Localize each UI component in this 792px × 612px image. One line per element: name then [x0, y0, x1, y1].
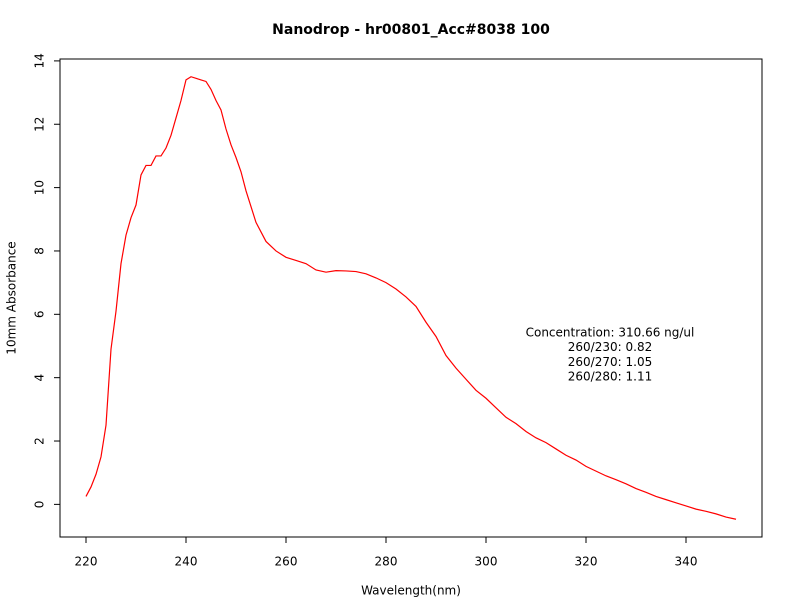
x-tick-label: 280: [375, 555, 398, 569]
plot-frame: [59, 58, 763, 538]
x-tick-label: 220: [75, 555, 98, 569]
x-tick-label: 260: [275, 555, 298, 569]
y-tick-label: 14: [33, 53, 47, 68]
x-tick-label: 320: [575, 555, 598, 569]
annotation: 260/280: 1.11: [568, 370, 652, 384]
annotation: 260/230: 0.82: [568, 340, 652, 354]
x-axis-label: Wavelength(nm): [361, 584, 461, 598]
x-tick-label: 300: [475, 555, 498, 569]
y-tick-label: 6: [33, 310, 47, 318]
annotation: Concentration: 310.66 ng/ul: [526, 326, 695, 340]
y-tick-label: 0: [33, 501, 47, 509]
chart-title: Nanodrop - hr00801_Acc#8038 100: [272, 22, 550, 38]
y-tick-label: 4: [33, 374, 47, 382]
y-tick-label: 2: [33, 437, 47, 445]
y-axis-label: 10mm Absorbance: [5, 241, 19, 354]
y-tick-label: 10: [33, 180, 47, 195]
y-tick-label: 12: [33, 117, 47, 132]
x-tick-label: 340: [675, 555, 698, 569]
y-tick-label: 8: [33, 247, 47, 255]
data-line: [85, 76, 737, 520]
x-tick-label: 240: [175, 555, 198, 569]
annotation: 260/270: 1.05: [568, 355, 652, 369]
